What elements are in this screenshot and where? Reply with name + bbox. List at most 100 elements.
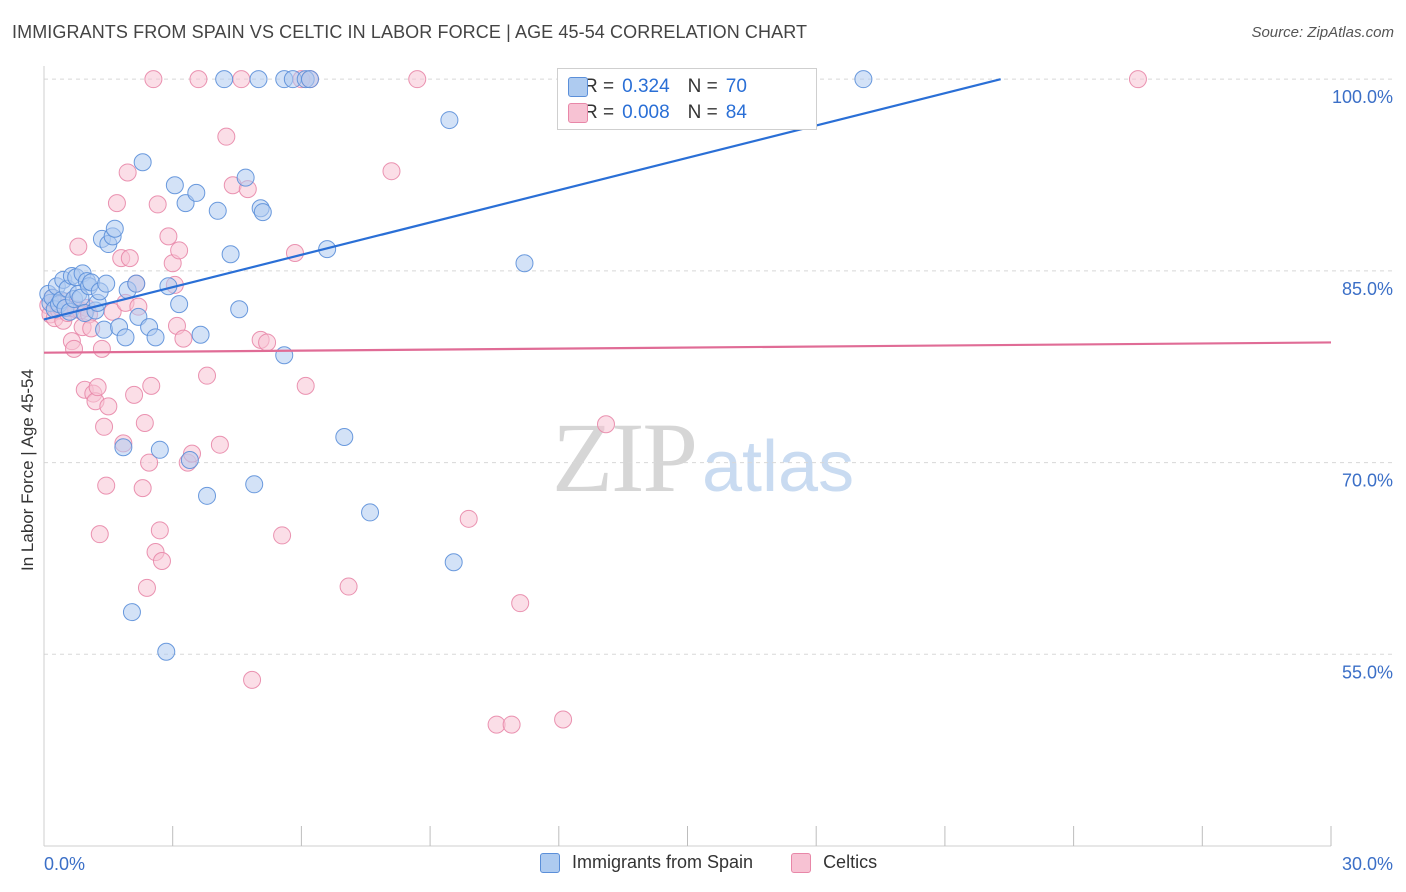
celtics-point [296, 376, 315, 395]
celtics-point [99, 397, 118, 416]
legend-swatch-celtics [791, 852, 812, 873]
gridlines [44, 78, 1395, 655]
celtics-point [554, 710, 573, 729]
spain-point [208, 201, 227, 220]
tick-labels: 55.0% 70.0% 85.0% 100.0% 0.0% 30.0% [44, 87, 1393, 874]
celtics-point [232, 70, 251, 89]
watermark: ZIPatlas [552, 400, 854, 515]
legend-swatch-spain [540, 852, 560, 873]
legend-swatch-spain [568, 77, 588, 97]
chart-title: IMMIGRANTS FROM SPAIN VS CELTIC IN LABOR… [12, 22, 808, 42]
n-value: 70 [725, 76, 747, 97]
spain-point [116, 328, 135, 347]
spain-point [170, 295, 189, 314]
spain-point [180, 451, 199, 470]
celtics-point [125, 385, 144, 404]
spain-point [444, 553, 463, 572]
celtics-point [382, 162, 401, 181]
axes [43, 66, 1332, 847]
legend-item-celtics[interactable]: Celtics [791, 852, 877, 873]
legend-swatch-celtics [568, 103, 588, 123]
celtics-point [69, 237, 88, 256]
series-legend: Immigrants from Spain Celtics [540, 852, 915, 873]
celtics-point [137, 578, 156, 597]
celtics-point [95, 417, 114, 436]
spain-point [187, 183, 206, 202]
legend-item-spain[interactable]: Immigrants from Spain [540, 852, 753, 873]
celtics-point [140, 453, 159, 472]
spain-point [221, 245, 240, 264]
spain-point [215, 70, 234, 89]
source-label: Source: ZipAtlas.com [1251, 24, 1394, 41]
spain-point [245, 475, 264, 494]
spain-point [122, 603, 141, 622]
n-label: N = [687, 102, 718, 123]
spain-point [236, 168, 255, 187]
legend-row-celtics: R = 0.008 N = 84 [568, 101, 747, 125]
watermark-atlas: atlas [702, 427, 855, 507]
celtics-point [150, 521, 169, 540]
spain-trend-line [43, 78, 1001, 321]
celtics-trend-line [43, 341, 1332, 354]
celtics-point [148, 195, 167, 214]
celtics-point [1128, 70, 1147, 89]
celtics-point [97, 476, 116, 495]
spain-point [95, 320, 114, 339]
correlation-legend: R = 0.324 N = 70 R = 0.008 N = 84 [557, 68, 817, 130]
celtics-point [152, 551, 171, 570]
spain-point [133, 153, 152, 172]
r-label: R = [584, 102, 615, 123]
celtics-point [502, 715, 521, 734]
celtics-point [189, 70, 208, 89]
celtics-point [459, 509, 478, 528]
celtics-point [92, 339, 111, 358]
celtics-point [135, 413, 154, 432]
spain-point [114, 438, 133, 457]
celtics-point [144, 70, 163, 89]
r-value: 0.008 [622, 102, 670, 123]
celtics-point [596, 415, 615, 434]
spain-point [127, 274, 146, 293]
legend-row-spain: R = 0.324 N = 70 [568, 75, 747, 99]
spain-point [854, 70, 873, 89]
r-value: 0.324 [622, 76, 670, 97]
celtics-point [174, 329, 193, 348]
trend-lines [43, 78, 1332, 354]
celtics-point [408, 70, 427, 89]
spain-point [249, 70, 268, 89]
celtics-point [511, 594, 530, 613]
celtics-point [120, 249, 139, 268]
spain-point [191, 325, 210, 344]
n-label: N = [687, 76, 718, 97]
celtics-point [65, 339, 84, 358]
spain-point [253, 203, 272, 222]
spain-points [39, 70, 873, 661]
celtics-point [210, 435, 229, 454]
celtics-point [88, 378, 107, 397]
x-tick-label: 0.0% [44, 854, 85, 874]
spain-point [230, 300, 249, 319]
celtics-point [90, 525, 109, 544]
celtics-point [118, 163, 137, 182]
x-tick-label: 30.0% [1342, 854, 1393, 874]
spain-point [335, 428, 354, 447]
spain-point [150, 440, 169, 459]
y-tick-label: 70.0% [1342, 471, 1393, 491]
spain-point [97, 274, 116, 293]
r-label: R = [584, 76, 615, 97]
y-tick-label: 85.0% [1342, 279, 1393, 299]
celtics-point [258, 333, 277, 352]
spain-point [198, 486, 217, 505]
celtics-point [339, 577, 358, 596]
spain-point [105, 219, 124, 238]
n-value: 84 [725, 102, 747, 123]
spain-point [300, 70, 319, 89]
spain-point [361, 503, 380, 522]
celtics-point [107, 194, 126, 213]
celtics-point [273, 526, 292, 545]
legend-label-spain: Immigrants from Spain [572, 852, 754, 872]
celtics-point [198, 366, 217, 385]
spain-point [515, 254, 534, 273]
y-tick-label: 55.0% [1342, 662, 1393, 682]
